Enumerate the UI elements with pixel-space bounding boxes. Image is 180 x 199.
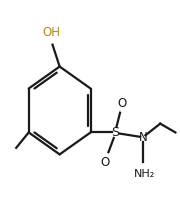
Text: O: O xyxy=(100,156,109,169)
Text: N: N xyxy=(139,131,148,144)
Text: S: S xyxy=(112,126,120,139)
Text: OH: OH xyxy=(43,26,61,39)
Text: NH₂: NH₂ xyxy=(134,169,155,179)
Text: O: O xyxy=(117,97,127,110)
